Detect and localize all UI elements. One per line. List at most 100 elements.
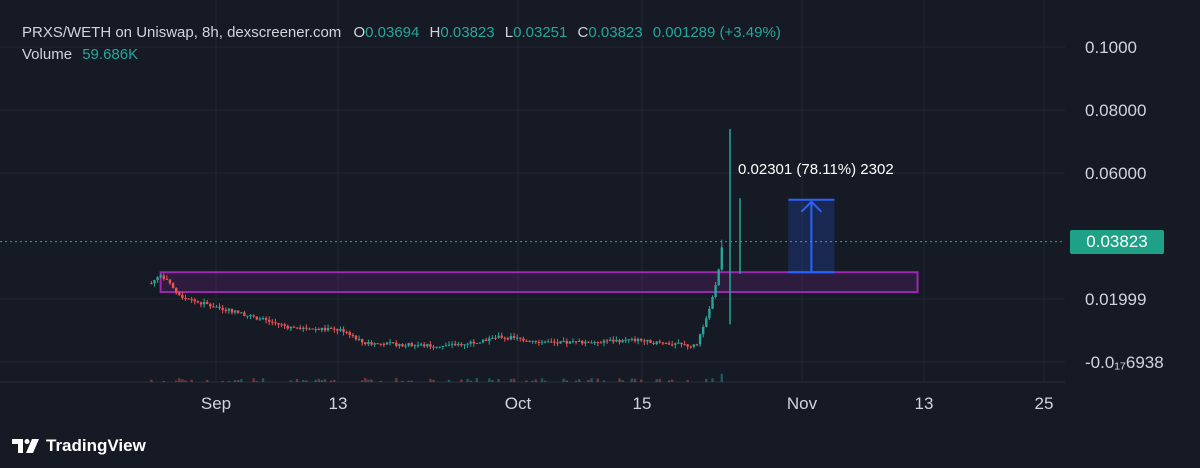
volume-bar xyxy=(491,380,494,382)
candle-body xyxy=(298,327,302,329)
close-key: C xyxy=(577,24,589,41)
last-price-tag: 0.03823 xyxy=(1070,230,1164,254)
candle-body xyxy=(491,337,494,339)
candle-body xyxy=(370,342,373,345)
candle-body xyxy=(574,341,578,343)
measure-label: 0.02301 (78.11%) 2302 xyxy=(738,161,894,178)
tradingview-logo-icon xyxy=(12,439,39,453)
candle-body xyxy=(326,328,330,331)
volume-bar xyxy=(329,380,333,382)
candle-body xyxy=(305,327,308,329)
volume-bars xyxy=(150,373,723,382)
candle-body xyxy=(376,343,379,345)
x-tick-label: 13 xyxy=(329,394,348,413)
candle-body xyxy=(336,329,339,331)
candle-body xyxy=(605,340,609,342)
candle-body xyxy=(618,339,621,343)
volume-bar xyxy=(205,379,209,382)
candle-body xyxy=(568,341,572,344)
volume-bar xyxy=(407,380,410,382)
chart-header: PRXS/WETH on Uniswap, 8h, dexscreener.co… xyxy=(22,24,787,41)
candle-body xyxy=(199,302,203,305)
candle-body xyxy=(450,343,454,345)
candle-body xyxy=(382,343,386,345)
candle-body xyxy=(416,345,420,347)
candle-body xyxy=(556,342,559,344)
volume-bar xyxy=(395,378,398,382)
candle-body xyxy=(230,308,234,313)
candle-body xyxy=(181,294,184,298)
candle-body xyxy=(453,343,457,346)
candle-body xyxy=(528,340,531,342)
candle-body xyxy=(314,328,317,330)
y-tick-label: 0.01999 xyxy=(1085,290,1146,309)
candle-body xyxy=(636,338,640,342)
y-tick-label: 0.1000 xyxy=(1085,38,1137,57)
candle-body xyxy=(233,310,237,313)
candle-body xyxy=(360,338,364,343)
candle-body xyxy=(261,318,265,320)
volume-bar xyxy=(618,378,621,382)
candle-body xyxy=(584,341,587,344)
candle-body xyxy=(258,318,262,320)
candle-body xyxy=(190,299,193,301)
candle-body xyxy=(345,331,348,333)
candle-body xyxy=(627,339,630,341)
candle-body xyxy=(171,283,175,289)
x-tick-label: 13 xyxy=(915,394,934,413)
candle-body xyxy=(364,342,367,345)
candle-body xyxy=(277,323,280,325)
volume-bar xyxy=(429,378,432,382)
candle-body xyxy=(506,338,510,340)
candle-body xyxy=(351,335,355,337)
candle-body xyxy=(292,326,296,328)
candle-body xyxy=(444,345,448,347)
volume-bar xyxy=(289,380,293,382)
measure-tool xyxy=(788,198,835,274)
candle-body xyxy=(670,344,674,346)
candle-body xyxy=(162,275,165,279)
candle-body xyxy=(695,344,699,346)
volume-bar xyxy=(364,378,367,382)
volume-bar xyxy=(184,380,187,382)
candle-body xyxy=(463,344,466,346)
x-tick-label: Oct xyxy=(505,394,532,413)
candle-body xyxy=(432,346,435,348)
volume-bar xyxy=(512,378,516,382)
candle-body xyxy=(593,342,596,344)
symbol-title[interactable]: PRXS/WETH on Uniswap, 8h, dexscreener.co… xyxy=(22,24,342,41)
candle-body xyxy=(559,341,562,344)
high-key: H xyxy=(429,24,441,41)
volume-bar xyxy=(543,380,547,382)
candle-body xyxy=(168,279,172,284)
candle-body xyxy=(478,342,482,344)
close-value: 0.03823 xyxy=(588,24,643,41)
candle-body xyxy=(469,341,472,344)
volume-bar xyxy=(577,379,581,382)
low-value: 0.03251 xyxy=(513,24,568,41)
x-tick-label: 15 xyxy=(633,394,652,413)
volume-bar xyxy=(488,378,491,382)
volume-bar xyxy=(621,380,624,382)
candle-body xyxy=(714,285,717,298)
volume-bar xyxy=(333,379,336,382)
candle-body xyxy=(546,341,550,343)
volume-bar xyxy=(401,380,404,382)
candle-body xyxy=(522,338,525,341)
candle-body xyxy=(550,341,553,343)
candle-body xyxy=(503,337,506,339)
price-zone-rectangle xyxy=(159,271,919,294)
candle-body xyxy=(571,341,575,343)
candle-body xyxy=(717,269,720,286)
x-tick-label: 25 xyxy=(1035,394,1054,413)
candle-body xyxy=(472,341,475,344)
volume-bar xyxy=(447,379,451,382)
volume-bar xyxy=(509,378,513,382)
candle-body xyxy=(711,297,714,309)
candle-body xyxy=(531,340,534,342)
candle-body xyxy=(630,338,634,340)
volume-bar xyxy=(367,379,370,382)
tradingview-branding[interactable]: TradingView xyxy=(12,436,146,456)
candle-body xyxy=(205,302,209,305)
